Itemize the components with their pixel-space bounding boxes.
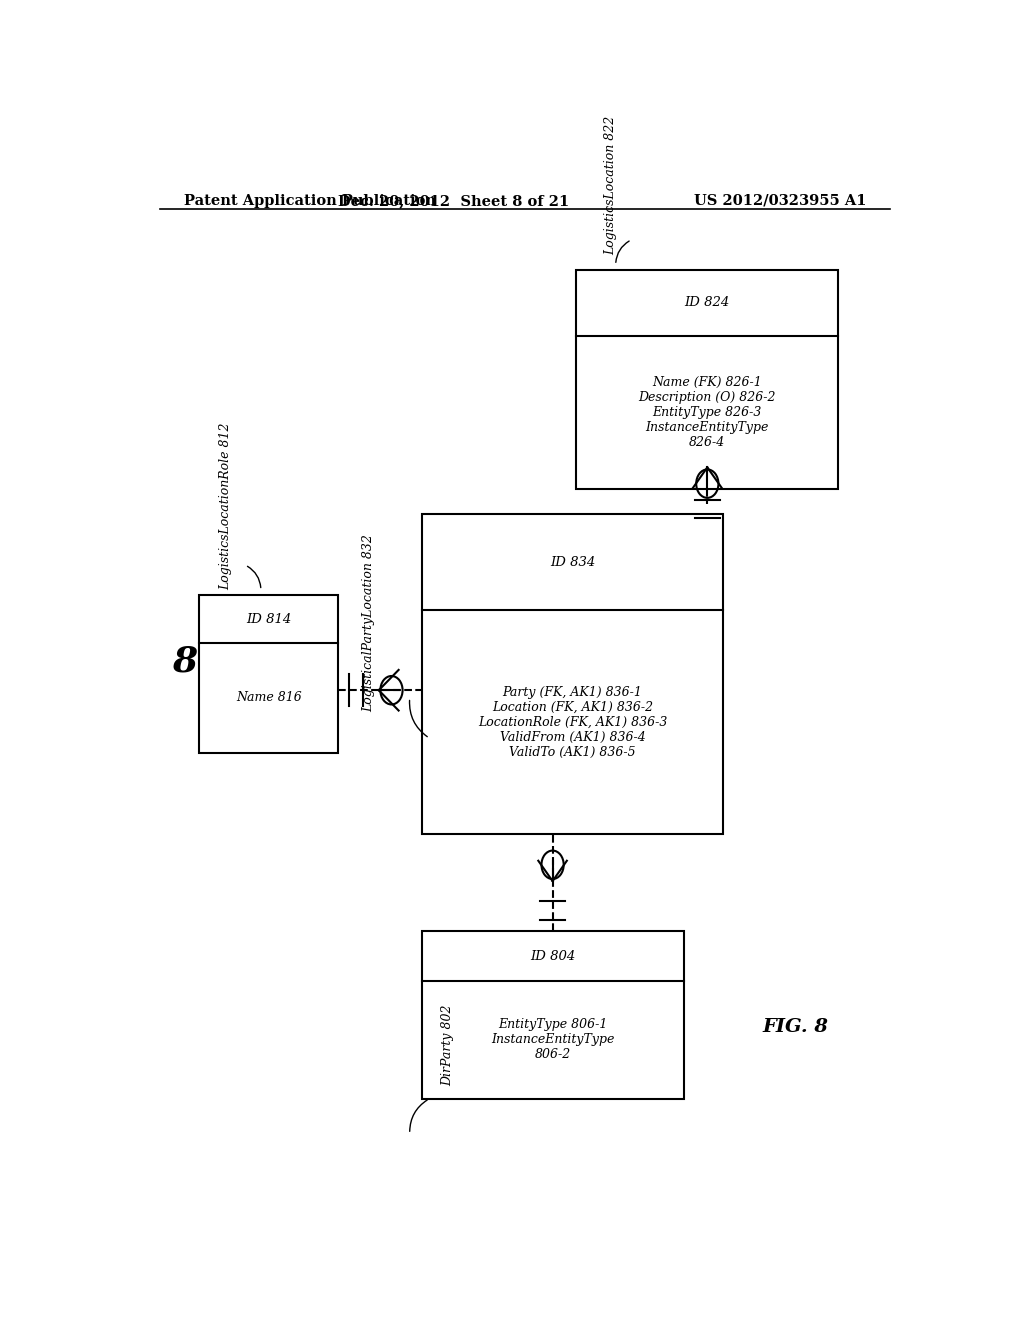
Bar [422,931,684,1098]
Text: Name (FK) 826-1
Description (O) 826-2
EntityType 826-3
InstanceEntityType
826-4: Name (FK) 826-1 Description (O) 826-2 En… [639,376,776,449]
Text: ID 824: ID 824 [685,297,730,309]
Text: LogisticsLocationRole 812: LogisticsLocationRole 812 [219,422,232,590]
Text: Dec. 20, 2012  Sheet 8 of 21: Dec. 20, 2012 Sheet 8 of 21 [338,194,569,209]
Text: EntityType 806-1
InstanceEntityType
806-2: EntityType 806-1 InstanceEntityType 806-… [490,1018,614,1061]
Text: LogisticsLocation 822: LogisticsLocation 822 [604,116,617,255]
Text: 800: 800 [172,644,247,678]
Text: LogisticalPartyLocation 832: LogisticalPartyLocation 832 [362,535,375,713]
Bar [200,595,338,752]
Bar [422,515,723,834]
Text: US 2012/0323955 A1: US 2012/0323955 A1 [693,194,866,209]
Text: Name 816: Name 816 [236,692,302,705]
Text: ID 804: ID 804 [530,949,575,962]
Text: DirParty 802: DirParty 802 [441,1005,455,1086]
Bar [577,271,839,488]
Text: Patent Application Publication: Patent Application Publication [183,194,435,209]
Text: ID 834: ID 834 [550,556,595,569]
Text: Party (FK, AK1) 836-1
Location (FK, AK1) 836-2
LocationRole (FK, AK1) 836-3
Vali: Party (FK, AK1) 836-1 Location (FK, AK1)… [478,686,667,759]
Text: FIG. 8: FIG. 8 [763,1019,828,1036]
Text: ID 814: ID 814 [246,612,292,626]
